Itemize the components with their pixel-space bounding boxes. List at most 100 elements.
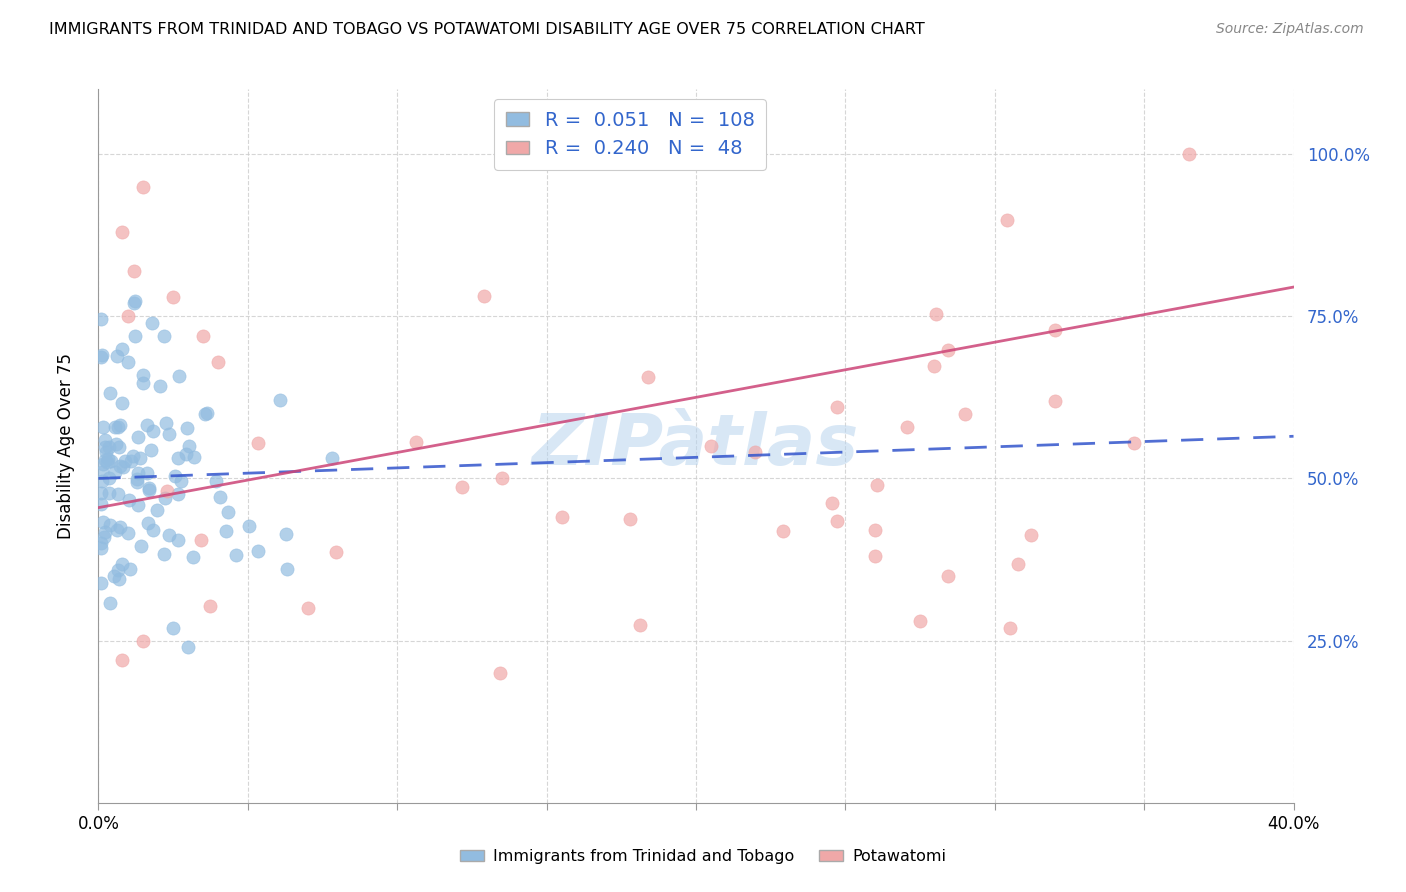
Point [125, 475, 148, 490]
Point [700, 439, 723, 453]
Point [93, 530, 115, 544]
Point [107, 572, 129, 586]
Point [153, 328, 176, 343]
Point [104, 420, 127, 434]
Point [183, 450, 205, 464]
Point [1043, 323, 1066, 337]
Point [177, 640, 200, 654]
Point [149, 379, 172, 393]
Point [132, 633, 155, 648]
Point [91, 348, 114, 362]
Point [103, 465, 125, 479]
Point [127, 472, 149, 486]
Point [772, 524, 794, 538]
Point [129, 451, 152, 466]
Text: IMMIGRANTS FROM TRINIDAD AND TOBAGO VS POTAWATOMI DISABILITY AGE OVER 75 CORRELA: IMMIGRANTS FROM TRINIDAD AND TOBAGO VS P… [49, 22, 925, 37]
Point [90, 535, 112, 549]
Point [141, 316, 163, 330]
Point [176, 420, 198, 434]
Point [96, 455, 118, 469]
Point [136, 417, 159, 432]
Point [619, 511, 641, 525]
Text: Source: ZipAtlas.com: Source: ZipAtlas.com [1216, 22, 1364, 37]
Point [135, 467, 157, 481]
Point [208, 490, 231, 504]
Point [825, 400, 848, 414]
Point [405, 435, 427, 450]
Point [157, 527, 180, 541]
Point [276, 562, 298, 576]
Point [94, 434, 117, 448]
Point [162, 290, 184, 304]
Point [325, 545, 347, 559]
Point [108, 417, 131, 432]
Point [491, 471, 513, 485]
Point [167, 369, 190, 384]
Point [98, 471, 121, 485]
Point [953, 407, 976, 421]
Point [162, 621, 184, 635]
Point [865, 549, 887, 564]
Point [550, 510, 572, 524]
Point [91, 474, 114, 488]
Point [91, 420, 114, 434]
Point [98, 486, 121, 500]
Point [117, 526, 139, 541]
Point [269, 393, 291, 408]
Point [936, 569, 959, 583]
Point [93, 440, 115, 454]
Y-axis label: Disability Age Over 75: Disability Age Over 75 [56, 353, 75, 539]
Point [153, 547, 176, 561]
Point [127, 430, 149, 444]
Point [100, 596, 122, 610]
Point [121, 449, 143, 463]
Point [165, 469, 187, 483]
Point [129, 540, 152, 554]
Point [297, 601, 319, 615]
Point [90, 465, 112, 479]
Point [191, 328, 214, 343]
Point [132, 376, 155, 391]
Point [630, 618, 652, 632]
Point [118, 562, 141, 576]
Point [138, 483, 160, 497]
Point [1043, 393, 1066, 408]
Point [127, 498, 149, 512]
Point [139, 443, 162, 458]
Point [111, 557, 134, 571]
Point [91, 516, 114, 530]
Point [103, 569, 125, 583]
Point [1007, 558, 1029, 572]
Point [107, 419, 129, 434]
Point [200, 599, 222, 613]
Point [489, 666, 512, 681]
Point [120, 454, 142, 468]
Point [146, 503, 169, 517]
Point [998, 621, 1021, 635]
Point [105, 437, 128, 451]
Point [155, 417, 177, 431]
Point [207, 354, 229, 368]
Point [938, 343, 960, 357]
Point [90, 575, 112, 590]
Point [97, 451, 120, 466]
Point [995, 213, 1018, 227]
Point [90, 497, 112, 511]
Point [124, 296, 146, 310]
Point [98, 441, 121, 455]
Point [90, 351, 112, 365]
Point [90, 541, 112, 555]
Point [238, 519, 260, 533]
Point [90, 311, 112, 326]
Point [90, 486, 112, 500]
Point [98, 517, 121, 532]
Point [321, 451, 343, 466]
Point [866, 478, 889, 492]
Point [1178, 147, 1201, 161]
Point [1019, 528, 1042, 542]
Point [124, 264, 146, 278]
Point [170, 475, 193, 489]
Point [225, 548, 247, 562]
Point [118, 493, 141, 508]
Point [190, 533, 212, 547]
